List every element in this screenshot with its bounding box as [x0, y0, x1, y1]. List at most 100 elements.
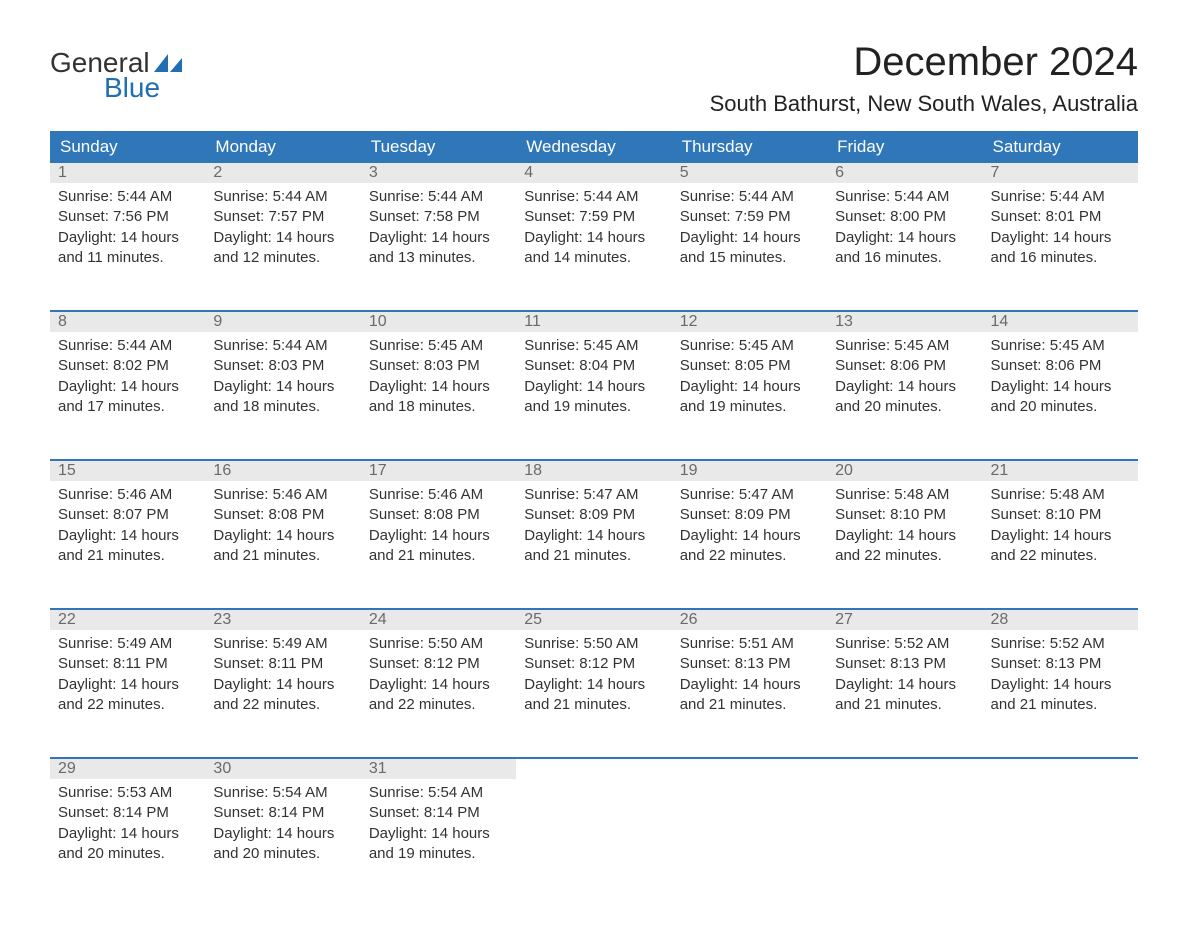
document-header: General Blue December 2024 South Bathurs… — [50, 40, 1138, 117]
day-cell: Sunrise: 5:45 AMSunset: 8:05 PMDaylight:… — [672, 332, 827, 460]
sunrise-text: Sunrise: 5:44 AM — [991, 187, 1130, 207]
sunrise-text: Sunrise: 5:54 AM — [213, 783, 352, 803]
sunset-text: Sunset: 7:57 PM — [213, 207, 352, 227]
day-number: 16 — [205, 461, 360, 481]
day-cell: Sunrise: 5:46 AMSunset: 8:08 PMDaylight:… — [205, 481, 360, 609]
logo: General Blue — [50, 40, 182, 103]
sunrise-text: Sunrise: 5:44 AM — [369, 187, 508, 207]
day-number-empty — [516, 759, 671, 779]
sunrise-text: Sunrise: 5:53 AM — [58, 783, 197, 803]
day-cell: Sunrise: 5:47 AMSunset: 8:09 PMDaylight:… — [672, 481, 827, 609]
daylight-text: Daylight: 14 hours and 20 minutes. — [213, 824, 352, 865]
day-number: 8 — [50, 312, 205, 332]
day-cell: Sunrise: 5:44 AMSunset: 7:58 PMDaylight:… — [361, 183, 516, 311]
sunset-text: Sunset: 8:11 PM — [213, 654, 352, 674]
sunset-text: Sunset: 8:04 PM — [524, 356, 663, 376]
day-cell: Sunrise: 5:46 AMSunset: 8:07 PMDaylight:… — [50, 481, 205, 609]
sunrise-text: Sunrise: 5:51 AM — [680, 634, 819, 654]
day-number-empty — [983, 759, 1138, 779]
sail-icon — [154, 48, 182, 68]
sunrise-text: Sunrise: 5:48 AM — [991, 485, 1130, 505]
daylight-text: Daylight: 14 hours and 18 minutes. — [213, 377, 352, 418]
day-cell-empty — [983, 779, 1138, 907]
day-number: 10 — [361, 312, 516, 332]
sunrise-text: Sunrise: 5:52 AM — [835, 634, 974, 654]
sunrise-text: Sunrise: 5:47 AM — [680, 485, 819, 505]
daylight-text: Daylight: 14 hours and 19 minutes. — [524, 377, 663, 418]
sunrise-text: Sunrise: 5:44 AM — [58, 336, 197, 356]
sunrise-text: Sunrise: 5:52 AM — [991, 634, 1130, 654]
sunrise-text: Sunrise: 5:54 AM — [369, 783, 508, 803]
daylight-text: Daylight: 14 hours and 22 minutes. — [213, 675, 352, 716]
day-cell: Sunrise: 5:52 AMSunset: 8:13 PMDaylight:… — [827, 630, 982, 758]
daylight-text: Daylight: 14 hours and 22 minutes. — [58, 675, 197, 716]
sunrise-text: Sunrise: 5:44 AM — [835, 187, 974, 207]
sunset-text: Sunset: 7:59 PM — [680, 207, 819, 227]
sunset-text: Sunset: 7:58 PM — [369, 207, 508, 227]
day-cell-empty — [516, 779, 671, 907]
daylight-text: Daylight: 14 hours and 22 minutes. — [680, 526, 819, 567]
sunset-text: Sunset: 8:09 PM — [524, 505, 663, 525]
day-number-row: 15161718192021 — [50, 461, 1138, 481]
sunrise-text: Sunrise: 5:44 AM — [213, 336, 352, 356]
day-number-row: 1234567 — [50, 163, 1138, 183]
day-content-row: Sunrise: 5:44 AMSunset: 7:56 PMDaylight:… — [50, 183, 1138, 311]
sunset-text: Sunset: 8:06 PM — [991, 356, 1130, 376]
sunrise-text: Sunrise: 5:44 AM — [58, 187, 197, 207]
day-cell: Sunrise: 5:53 AMSunset: 8:14 PMDaylight:… — [50, 779, 205, 907]
sunset-text: Sunset: 7:59 PM — [524, 207, 663, 227]
day-cell: Sunrise: 5:44 AMSunset: 7:56 PMDaylight:… — [50, 183, 205, 311]
day-content-row: Sunrise: 5:49 AMSunset: 8:11 PMDaylight:… — [50, 630, 1138, 758]
day-number: 28 — [983, 610, 1138, 630]
sunset-text: Sunset: 8:14 PM — [58, 803, 197, 823]
daylight-text: Daylight: 14 hours and 21 minutes. — [524, 675, 663, 716]
day-number: 30 — [205, 759, 360, 779]
day-content-row: Sunrise: 5:46 AMSunset: 8:07 PMDaylight:… — [50, 481, 1138, 609]
sunrise-text: Sunrise: 5:46 AM — [369, 485, 508, 505]
day-number-row: 293031 — [50, 759, 1138, 779]
daylight-text: Daylight: 14 hours and 19 minutes. — [369, 824, 508, 865]
location-subtitle: South Bathurst, New South Wales, Austral… — [710, 91, 1138, 117]
day-header: Thursday — [672, 131, 827, 163]
sunset-text: Sunset: 8:01 PM — [991, 207, 1130, 227]
sunset-text: Sunset: 8:12 PM — [524, 654, 663, 674]
sunrise-text: Sunrise: 5:45 AM — [835, 336, 974, 356]
daylight-text: Daylight: 14 hours and 14 minutes. — [524, 228, 663, 269]
sunrise-text: Sunrise: 5:45 AM — [680, 336, 819, 356]
sunset-text: Sunset: 8:13 PM — [835, 654, 974, 674]
day-number: 9 — [205, 312, 360, 332]
sunset-text: Sunset: 8:08 PM — [369, 505, 508, 525]
daylight-text: Daylight: 14 hours and 21 minutes. — [680, 675, 819, 716]
day-cell: Sunrise: 5:48 AMSunset: 8:10 PMDaylight:… — [827, 481, 982, 609]
day-number: 6 — [827, 163, 982, 183]
day-number: 14 — [983, 312, 1138, 332]
calendar-table: SundayMondayTuesdayWednesdayThursdayFrid… — [50, 131, 1138, 907]
day-number: 26 — [672, 610, 827, 630]
daylight-text: Daylight: 14 hours and 20 minutes. — [991, 377, 1130, 418]
sunset-text: Sunset: 8:10 PM — [991, 505, 1130, 525]
day-cell: Sunrise: 5:54 AMSunset: 8:14 PMDaylight:… — [205, 779, 360, 907]
day-cell: Sunrise: 5:50 AMSunset: 8:12 PMDaylight:… — [361, 630, 516, 758]
day-header: Monday — [205, 131, 360, 163]
daylight-text: Daylight: 14 hours and 15 minutes. — [680, 228, 819, 269]
month-title: December 2024 — [710, 40, 1138, 85]
day-number-empty — [672, 759, 827, 779]
sunset-text: Sunset: 8:00 PM — [835, 207, 974, 227]
daylight-text: Daylight: 14 hours and 22 minutes. — [991, 526, 1130, 567]
sunrise-text: Sunrise: 5:50 AM — [524, 634, 663, 654]
sunset-text: Sunset: 8:03 PM — [369, 356, 508, 376]
sunrise-text: Sunrise: 5:48 AM — [835, 485, 974, 505]
daylight-text: Daylight: 14 hours and 22 minutes. — [835, 526, 974, 567]
day-number: 18 — [516, 461, 671, 481]
day-header: Friday — [827, 131, 982, 163]
daylight-text: Daylight: 14 hours and 19 minutes. — [680, 377, 819, 418]
day-number: 1 — [50, 163, 205, 183]
daylight-text: Daylight: 14 hours and 21 minutes. — [991, 675, 1130, 716]
day-number: 20 — [827, 461, 982, 481]
sunrise-text: Sunrise: 5:50 AM — [369, 634, 508, 654]
day-cell: Sunrise: 5:44 AMSunset: 8:00 PMDaylight:… — [827, 183, 982, 311]
day-cell: Sunrise: 5:45 AMSunset: 8:06 PMDaylight:… — [827, 332, 982, 460]
sunrise-text: Sunrise: 5:45 AM — [991, 336, 1130, 356]
day-number-row: 891011121314 — [50, 312, 1138, 332]
sunset-text: Sunset: 8:10 PM — [835, 505, 974, 525]
